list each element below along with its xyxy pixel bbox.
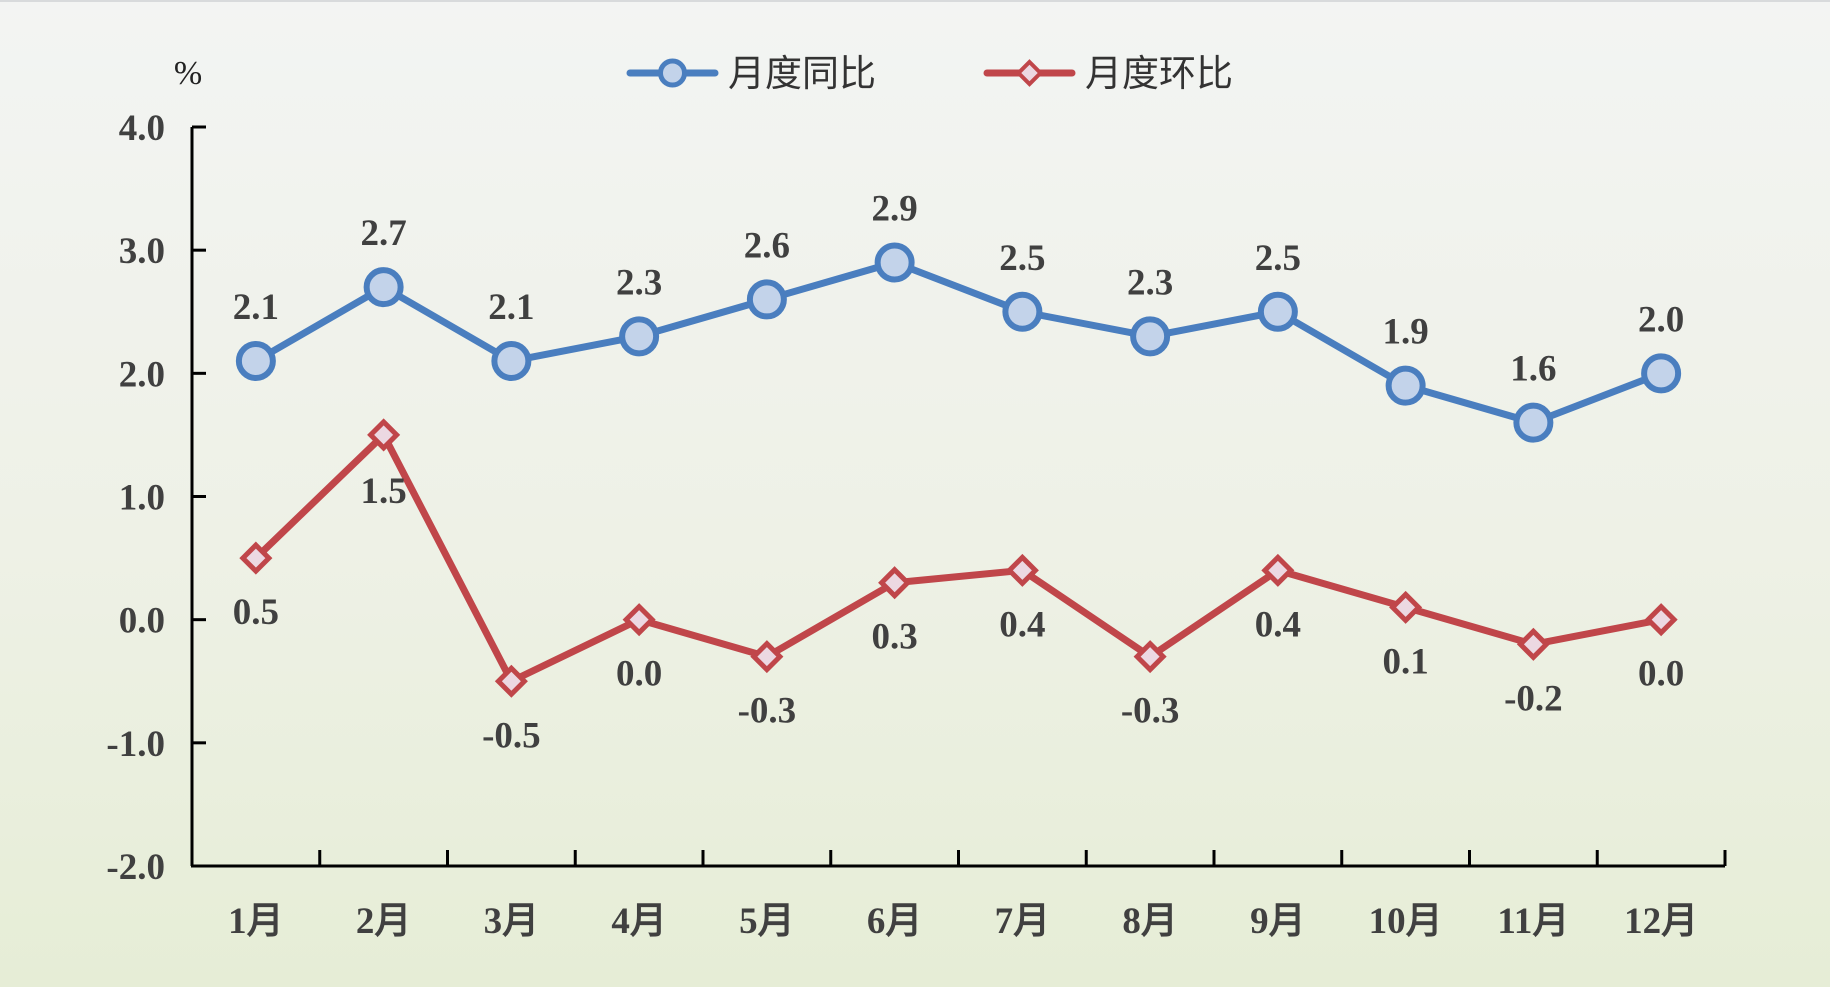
legend-mom-label: 月度环比 [1085,52,1233,95]
series-mom-line [252,431,1665,685]
yoy-point [1385,365,1426,406]
y-axis-unit: % [174,55,202,92]
legend-yoy-marker [658,58,687,88]
x-tick-label: 3月 [484,901,540,942]
yoy-data-label: 2.3 [616,262,662,303]
x-tick-label: 10月 [1369,901,1443,942]
mom-point [750,640,784,674]
mom-point [367,418,401,452]
yoy-point [619,316,660,357]
mom-point [1005,553,1039,587]
mom-data-label: 0.0 [616,654,662,695]
mom-data-label: -0.3 [1121,691,1180,732]
yoy-data-label: 2.1 [233,287,279,328]
y-tick-label: 4.0 [119,108,165,149]
x-tick-label: 1月 [228,901,284,942]
yoy-point [1641,353,1682,394]
mom-point [1133,640,1167,674]
mom-data-label: 0.5 [233,592,279,633]
mom-data-label: 0.4 [1255,604,1301,645]
x-tick-label: 6月 [867,901,923,942]
yoy-point [1002,291,1043,332]
x-tick-label: 5月 [739,901,795,942]
mom-data-label: 0.3 [872,617,918,658]
mom-data-label: -0.5 [482,715,541,756]
y-tick-label: 2.0 [119,354,165,395]
yoy-point [1257,291,1298,332]
x-tick-label: 8月 [1122,901,1178,942]
mom-point [622,603,656,637]
y-tick-label: -2.0 [106,847,165,888]
mom-data-label: 0.4 [999,604,1045,645]
yoy-point [235,341,276,382]
yoy-point [1130,316,1171,357]
yoy-point [874,242,915,283]
mom-data-label: -0.2 [1504,678,1563,719]
yoy-data-label: 2.5 [999,238,1045,279]
mom-data-label: 0.1 [1383,641,1429,682]
x-tick-label: 11月 [1497,901,1569,942]
mom-point [878,566,912,600]
mom-point [494,664,528,698]
yoy-data-label: 2.3 [1127,262,1173,303]
y-tick-label: 1.0 [119,478,165,519]
y-tick-label: 3.0 [119,231,165,272]
mom-data-label: 0.0 [1638,654,1684,695]
mom-data-label: -0.3 [738,691,797,732]
x-tick-label: 7月 [995,901,1051,942]
x-tick-label: 2月 [356,901,412,942]
yoy-point [746,279,787,320]
yoy-data-label: 2.1 [488,287,534,328]
yoy-data-label: 2.7 [361,213,407,254]
yoy-data-label: 1.6 [1510,349,1556,390]
yoy-point [491,341,532,382]
yoy-data-label: 2.6 [744,225,790,266]
x-tick-label: 9月 [1250,901,1306,942]
yoy-point [363,267,404,308]
yoy-data-label: 2.9 [872,188,918,229]
y-tick-label: -1.0 [106,724,165,765]
mom-data-label: 1.5 [361,471,407,512]
yoy-data-label: 1.9 [1383,312,1429,353]
legend-mom-marker [1015,59,1044,87]
mom-point [239,541,273,575]
x-tick-label: 4月 [611,901,667,942]
yoy-point [1513,402,1554,443]
mom-point [1516,627,1550,661]
series-yoy-line [252,258,1665,427]
mom-point [1644,603,1678,637]
yoy-data-label: 2.5 [1255,238,1301,279]
legend-yoy-label: 月度同比 [728,52,876,95]
mom-point [1389,590,1423,624]
x-tick-label: 12月 [1624,901,1698,942]
y-tick-label: 0.0 [119,601,165,642]
mom-point [1261,553,1295,587]
yoy-data-label: 2.0 [1638,299,1684,340]
